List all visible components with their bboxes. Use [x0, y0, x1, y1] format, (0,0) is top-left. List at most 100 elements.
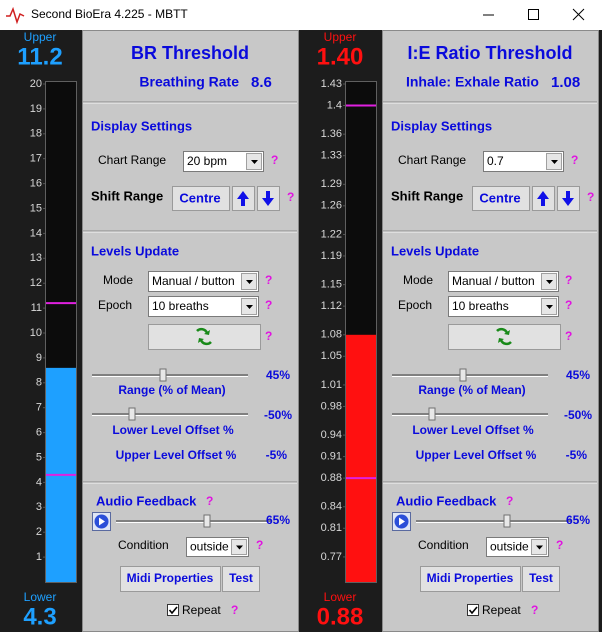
meter-tick-label: 0.81	[321, 522, 342, 534]
volume-slider-thumb[interactable]	[203, 514, 211, 528]
mode-select[interactable]	[148, 271, 259, 292]
repeat-label: Repeat	[482, 603, 521, 617]
range-label: Range (% of Mean)	[118, 383, 225, 397]
help-icon: ?	[571, 153, 578, 167]
meter-tick-label: 1.33	[321, 150, 342, 162]
lower-label: Lower	[24, 590, 57, 604]
panel-title: BR Threshold	[131, 43, 249, 63]
meter-tick-label: 1.12	[321, 300, 342, 312]
lower-value: 4.3	[23, 603, 56, 630]
midi-button[interactable]	[120, 566, 221, 592]
help-icon: ?	[271, 153, 278, 167]
help-icon: ?	[506, 494, 513, 508]
condition-select-value: outside	[490, 540, 529, 554]
meter-tick-label: 5	[36, 451, 42, 463]
app-icon	[6, 6, 25, 25]
mode-select-value: Manual / button	[152, 274, 235, 288]
chart-range-select[interactable]	[183, 151, 264, 172]
play-triangle	[99, 517, 105, 526]
meter-tick-label: 1.19	[321, 250, 342, 262]
meter-tick-label: 17	[30, 153, 42, 165]
upper-label: Upper	[24, 30, 57, 44]
epoch-select[interactable]	[448, 296, 559, 317]
epoch-select[interactable]	[148, 296, 259, 317]
meter-tick-label: 0.91	[321, 451, 342, 463]
repeat-label: Repeat	[182, 603, 221, 617]
meter-tick-label: 3	[36, 501, 42, 513]
chart-range-select[interactable]	[483, 151, 564, 172]
lower-offset-value: -50%	[564, 408, 592, 422]
help-icon: ?	[206, 494, 213, 508]
meter-tick-label: 1.08	[321, 329, 342, 341]
epoch-label: Epoch	[98, 298, 132, 312]
midi-button-label: Midi Properties	[427, 571, 514, 585]
meter-tick-label: 13	[30, 252, 42, 264]
repeat-checkbox[interactable]	[167, 604, 179, 616]
repeat-checkbox[interactable]	[467, 604, 479, 616]
maximize-button[interactable]	[528, 9, 539, 20]
range-label: Range (% of Mean)	[418, 383, 525, 397]
refresh-button[interactable]	[448, 324, 561, 350]
close-button[interactable]	[572, 8, 585, 21]
dropdown-arrow	[246, 280, 253, 284]
meter-tick-label: 1.15	[321, 279, 342, 291]
range-slider-thumb[interactable]	[459, 368, 467, 382]
refresh-arrow	[498, 330, 510, 343]
meter-tick-label: 16	[30, 178, 42, 190]
dropdown-arrow	[251, 160, 258, 164]
help-icon: ?	[287, 190, 294, 204]
help-icon: ?	[256, 538, 263, 552]
test-button-label: Test	[229, 571, 253, 585]
chart-range-select-value: 0.7	[487, 154, 504, 168]
midi-button-label: Midi Properties	[127, 571, 214, 585]
lower-offset-slider-thumb[interactable]	[128, 407, 136, 421]
test-button-label: Test	[529, 571, 553, 585]
centre-button[interactable]	[172, 186, 230, 211]
dropdown-arrow	[246, 305, 253, 309]
meter-tick-label: 11	[31, 302, 42, 314]
meter-tick-label: 6	[36, 427, 42, 439]
panel-title: I:E Ratio Threshold	[407, 43, 572, 63]
meter-tick-label: 9	[36, 352, 42, 364]
mode-select-value: Manual / button	[452, 274, 535, 288]
range-slider-thumb[interactable]	[159, 368, 167, 382]
midi-button[interactable]	[420, 566, 521, 592]
lower-value: 0.88	[317, 603, 364, 630]
up-arrow	[537, 191, 549, 206]
meter-fill	[346, 334, 376, 582]
upper-value: 1.40	[317, 43, 364, 70]
upper-label: Upper	[324, 30, 357, 44]
window-title: Second BioEra 4.225 - MBTT	[31, 7, 188, 21]
meter-tick-label: 2	[36, 526, 42, 538]
dropdown-arrow	[536, 545, 543, 550]
lower-offset-value: -50%	[264, 408, 292, 422]
condition-label: Condition	[418, 538, 469, 552]
help-icon: ?	[565, 298, 572, 312]
epoch-select-value: 10 breaths	[152, 299, 209, 313]
section-title: Audio Feedback	[96, 493, 197, 508]
down-arrow	[262, 191, 274, 206]
meter-tick-label: 7	[36, 402, 42, 414]
section-title: Display Settings	[91, 118, 192, 133]
reading-label: Inhale: Exhale Ratio	[406, 74, 539, 90]
test-button[interactable]	[522, 566, 560, 592]
upper-value: 11.2	[17, 43, 62, 70]
help-icon: ?	[531, 603, 538, 617]
meter-tick-label: 20	[30, 78, 42, 90]
refresh-button[interactable]	[148, 324, 261, 350]
dropdown-arrow	[546, 280, 553, 284]
chart-range-label: Chart Range	[98, 153, 166, 167]
meter-tick-label: 1.22	[321, 228, 342, 240]
centre-button[interactable]	[472, 186, 530, 211]
upper-offset-label: Upper Level Offset %	[116, 448, 237, 462]
lower-offset-slider-thumb[interactable]	[428, 407, 436, 421]
upper-offset-label: Upper Level Offset %	[416, 448, 537, 462]
chart-range-select-value: 20 bpm	[187, 154, 227, 168]
reading-value: 8.6	[251, 74, 272, 91]
shift-range-label: Shift Range	[91, 188, 163, 203]
volume-slider-thumb[interactable]	[503, 514, 511, 528]
test-button[interactable]	[222, 566, 260, 592]
meter-tick-label: 15	[30, 202, 42, 214]
mode-select[interactable]	[448, 271, 559, 292]
